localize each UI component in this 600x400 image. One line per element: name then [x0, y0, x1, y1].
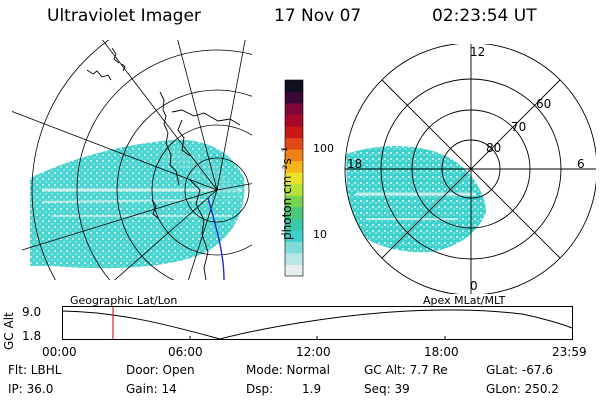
dsp-value: 1.9 [302, 382, 322, 396]
colorbar-swatch [285, 172, 303, 185]
glat-info: GLat: -67.6 [486, 363, 553, 377]
colorbar-tick-100: 100 [313, 142, 334, 155]
geographic-map [12, 40, 252, 280]
x-tick-2: 12:00 [296, 345, 331, 359]
instrument-title: Ultraviolet Imager [47, 6, 201, 26]
x-tick-4: 23:59 [552, 345, 587, 359]
x-tick-1: 06:00 [168, 345, 203, 359]
colorbar-swatch [285, 126, 303, 139]
mode-info: Mode: Normal [246, 363, 330, 377]
auroral-oval-region [346, 146, 486, 253]
colorbar-swatch [285, 103, 303, 116]
geographic-caption: Geographic Lat/Lon [70, 294, 178, 307]
mlat-60-label: 60 [536, 97, 552, 111]
door-info: Door: Open [126, 363, 195, 377]
ip-info: IP: 36.0 [8, 382, 54, 396]
altitude-axis-label: GC Alt [2, 312, 16, 350]
colorbar-tick-10: 10 [313, 228, 327, 241]
altitude-min-label: 1.8 [22, 329, 42, 343]
mlt-0-label: 0 [470, 279, 478, 293]
colorbar-swatch [285, 206, 303, 219]
colorbar-unit-label: photon cm⁻²s⁻¹ [280, 147, 294, 240]
colorbar-swatch [285, 137, 303, 150]
x-tick-0: 00:00 [42, 345, 77, 359]
x-tick-3: 18:00 [424, 345, 459, 359]
colorbar-swatch [285, 149, 303, 162]
colorbar-swatch [285, 252, 303, 265]
colorbar-swatch [285, 195, 303, 208]
colorbar-swatch [285, 264, 303, 277]
colorbar-swatch [285, 241, 303, 254]
mlat-70-label: 70 [511, 120, 527, 134]
mlat-80-label: 80 [486, 141, 502, 155]
gc-alt-info: GC Alt: 7.7 Re [364, 363, 448, 377]
colorbar-swatch [285, 218, 303, 231]
filter-info: Flt: LBHL [8, 363, 62, 377]
dsp-label: Dsp: [246, 382, 274, 396]
colorbar [281, 79, 304, 277]
colorbar-swatch [285, 229, 303, 242]
polar-mlat-mlt-plot [344, 44, 596, 294]
colorbar-swatch [285, 114, 303, 127]
gain-info: Gain: 14 [126, 382, 177, 396]
glon-info: GLon: 250.2 [486, 382, 559, 396]
colorbar-swatch [285, 80, 303, 93]
colorbar-swatch [285, 183, 303, 196]
altitude-max-label: 9.0 [22, 305, 42, 319]
colorbar-swatch [285, 91, 303, 104]
mlt-6-label: 6 [577, 157, 585, 171]
apex-caption: Apex MLat/MLT [423, 294, 506, 307]
terminator-line [207, 197, 225, 280]
altitude-curve [62, 309, 573, 340]
mlt-12-label: 12 [470, 45, 486, 59]
seq-info: Seq: 39 [364, 382, 410, 396]
date-label: 17 Nov 07 [274, 6, 362, 26]
mlt-18-label: 18 [347, 157, 363, 171]
altitude-plot [62, 306, 573, 340]
colorbar-swatch [285, 160, 303, 173]
time-label: 02:23:54 UT [432, 6, 537, 26]
